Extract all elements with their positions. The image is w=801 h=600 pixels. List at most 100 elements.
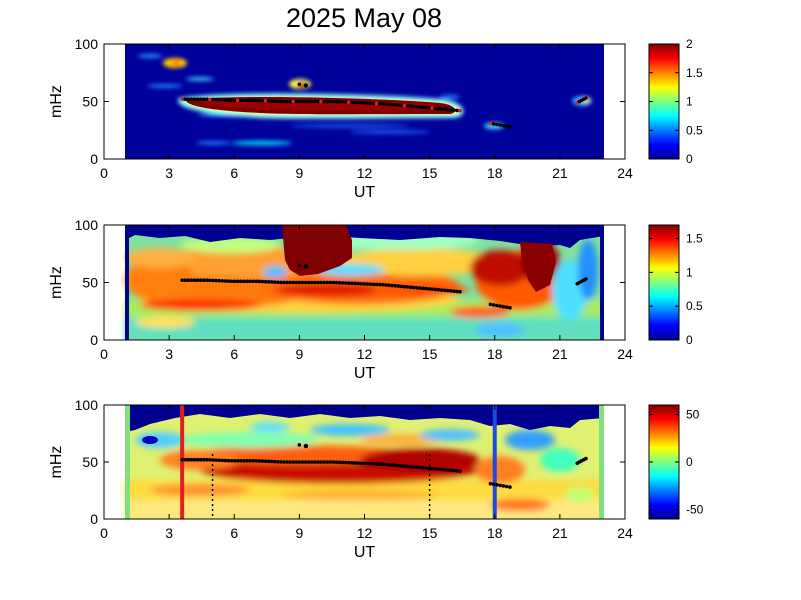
frequency-point [297,280,302,285]
frequency-point [211,458,215,462]
frequency-point [488,302,493,307]
frequency-point [328,280,333,285]
frequency-point [495,483,499,487]
panel-3-markers [180,405,497,519]
frequency-point [313,99,317,104]
x-tick-label: 9 [295,525,303,541]
y-axis-label: mHz [48,85,65,118]
frequency-point [359,281,364,286]
frequency-point [251,459,255,463]
frequency-point [239,459,243,463]
frequency-point [365,461,370,466]
frequency-point [306,460,311,464]
frequency-point [297,460,302,464]
x-tick-label: 15 [422,525,438,541]
frequency-point [214,278,218,283]
frequency-point [313,460,317,464]
frequency-point [217,97,221,102]
x-tick-label: 9 [295,346,303,362]
frequency-point [331,460,336,464]
x-tick-label: 3 [165,525,173,541]
frequency-point [189,97,194,101]
frequency-point [232,459,237,463]
frequency-point [269,459,274,464]
frequency-point [405,285,410,289]
frequency-point [316,460,320,464]
frequency-point [279,280,283,285]
frequency-point [303,99,308,104]
frequency-point [418,105,422,109]
frequency-point [242,98,246,103]
frequency-point [458,289,462,294]
frequency-point [353,100,357,105]
frequency-point [303,264,309,269]
frequency-point [430,466,435,471]
frequency-point [300,280,305,285]
colorbar-tick-label: 1.5 [686,232,703,246]
x-tick-label: 6 [230,346,238,362]
colorbar [648,43,680,160]
frequency-point [405,104,410,108]
frequency-point [384,462,388,467]
frequency-point [300,460,305,464]
frequency-point [239,98,243,103]
frequency-point [288,280,293,285]
frequency-point [347,281,351,285]
colorbar-tick-label: 50 [686,408,700,422]
frequency-point [347,100,351,104]
frequency-point [436,467,441,471]
y-tick-label: 50 [82,454,98,470]
frequency-point [337,460,342,465]
frequency-point [235,279,240,284]
x-tick-label: 3 [165,165,173,181]
frequency-point [508,125,512,129]
frequency-point [195,278,200,283]
frequency-point [353,281,357,286]
frequency-point [334,280,339,285]
frequency-point [371,461,376,466]
frequency-point [331,99,336,104]
x-tick-label: 18 [487,525,503,541]
frequency-point [347,460,351,465]
frequency-point [328,99,333,104]
frequency-point [414,104,419,109]
frequency-point [436,287,441,292]
frequency-point [377,462,382,466]
frequency-point [421,465,425,470]
panel-2-frequency-trace [180,263,588,310]
frequency-point [192,97,197,101]
frequency-point [356,281,360,286]
x-tick-label: 18 [487,165,503,181]
colorbar-tick-label: 2 [686,37,693,51]
frequency-point [343,281,348,285]
frequency-point [319,99,323,104]
frequency-point [340,281,345,285]
frequency-point [421,286,425,291]
frequency-point [245,459,249,463]
y-tick-label: 100 [75,217,99,233]
frequency-point [424,286,428,291]
frequency-point [260,459,265,463]
frequency-point [254,459,259,463]
frequency-point [198,457,203,462]
frequency-point [334,99,339,104]
panel-1: 0 3 6 9 12 15 18 21 24 0 50 100 UT mHz 0 0.5 1 1.5 2 [48,36,703,201]
frequency-point [186,97,191,101]
colorbar-tick-label: -50 [686,503,704,517]
frequency-point [411,465,416,469]
frequency-point [504,484,509,489]
frequency-point [223,458,228,463]
frequency-point [414,285,419,290]
frequency-point [356,100,360,105]
figure-title: 2025 May 08 [286,3,442,33]
frequency-point [235,98,240,103]
x-tick-label: 18 [487,346,503,362]
frequency-point [411,285,416,290]
frequency-point [276,280,280,285]
frequency-point [458,469,462,473]
frequency-point [365,282,370,286]
frequency-point [452,468,456,473]
frequency-point [294,460,299,464]
frequency-point [387,283,391,288]
frequency-point [223,279,228,283]
